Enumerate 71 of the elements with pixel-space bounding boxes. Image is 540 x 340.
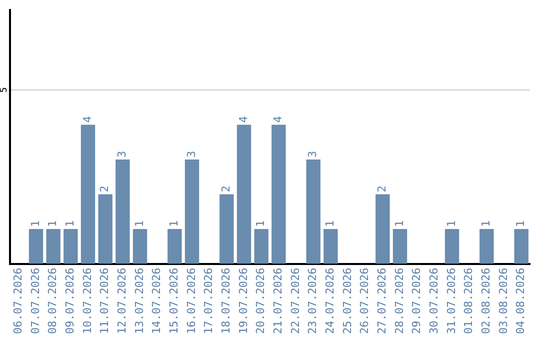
x-tick-label: 12.07.2026 xyxy=(116,268,129,334)
bar xyxy=(98,194,112,264)
x-tick-label: 28.07.2026 xyxy=(392,268,406,334)
x-tick-label: 02.08.2026 xyxy=(480,268,493,334)
x-tick-label: 29.07.2026 xyxy=(410,268,424,334)
bar xyxy=(116,159,130,264)
x-tick-label: 04.08.2026 xyxy=(514,268,528,334)
x-tick-label: 22.07.2026 xyxy=(288,268,302,334)
bar xyxy=(376,194,390,264)
x-tick-label: 30.07.2026 xyxy=(428,268,441,334)
x-tick-label: 27.07.2026 xyxy=(376,268,389,334)
data-label: 4 xyxy=(80,116,94,123)
data-label: 1 xyxy=(324,220,337,228)
x-tick-label: 08.07.2026 xyxy=(46,268,60,334)
data-label: 1 xyxy=(64,220,77,228)
data-label: 4 xyxy=(272,116,285,123)
data-label: 1 xyxy=(132,220,146,228)
data-label: 4 xyxy=(236,116,250,123)
x-tick-label: 18.07.2026 xyxy=(220,268,233,334)
data-label: 1 xyxy=(444,220,458,228)
bar xyxy=(272,124,286,264)
x-tick-label: 03.08.2026 xyxy=(496,268,510,334)
x-tick-label: 10.07.2026 xyxy=(80,268,94,334)
x-tick-label: 09.07.2026 xyxy=(64,268,77,334)
x-tick-label: 20.07.2026 xyxy=(254,268,268,334)
bar xyxy=(254,229,268,264)
x-tick-label: 07.07.2026 xyxy=(28,268,42,334)
data-label: 1 xyxy=(514,220,528,228)
data-label: 2 xyxy=(376,186,389,192)
bar xyxy=(392,229,408,264)
x-tick-label: 15.07.2026 xyxy=(168,268,181,334)
bar xyxy=(46,229,60,264)
data-label: 1 xyxy=(168,220,181,228)
x-tick-label: 06.07.2026 xyxy=(12,268,25,334)
x-tick-label: 11.07.2026 xyxy=(98,268,112,334)
x-tick-label: 21.07.2026 xyxy=(272,268,285,334)
bar xyxy=(480,229,494,264)
bar xyxy=(236,124,252,264)
bar xyxy=(132,229,148,264)
bar xyxy=(28,229,44,264)
x-tick-label: 26.07.2026 xyxy=(358,268,372,334)
data-label: 3 xyxy=(116,150,129,158)
x-tick-label: 13.07.2026 xyxy=(132,268,146,334)
bar xyxy=(184,159,200,264)
bar xyxy=(220,194,234,264)
x-tick-label: 25.07.2026 xyxy=(340,268,354,334)
x-tick-label: 01.08.2026 xyxy=(462,268,476,334)
bar xyxy=(324,229,338,264)
x-tick-label: 14.07.2026 xyxy=(150,268,164,334)
x-tick-label: 23.07.2026 xyxy=(306,268,320,334)
x-tick-label: 19.07.2026 xyxy=(236,268,250,334)
data-label: 2 xyxy=(98,186,112,192)
x-tick-label: 17.07.2026 xyxy=(202,268,216,334)
bar xyxy=(514,229,528,264)
x-tick-label: 24.07.2026 xyxy=(324,268,337,334)
x-tick-label: 31.07.2026 xyxy=(444,268,458,334)
data-label: 3 xyxy=(306,150,320,158)
bar xyxy=(80,124,96,264)
data-label: 1 xyxy=(480,220,493,228)
data-label: 1 xyxy=(28,220,42,228)
bar xyxy=(64,229,78,264)
bar xyxy=(444,229,460,264)
x-tick-label: 16.07.2026 xyxy=(184,268,198,334)
bar xyxy=(168,229,182,264)
data-label: 2 xyxy=(220,186,233,192)
data-label: 1 xyxy=(254,220,268,228)
data-label: 1 xyxy=(46,220,60,228)
y-tick-label: 5 xyxy=(0,87,10,93)
data-label: 1 xyxy=(392,220,406,228)
bar xyxy=(306,159,320,264)
data-label: 3 xyxy=(184,150,198,158)
